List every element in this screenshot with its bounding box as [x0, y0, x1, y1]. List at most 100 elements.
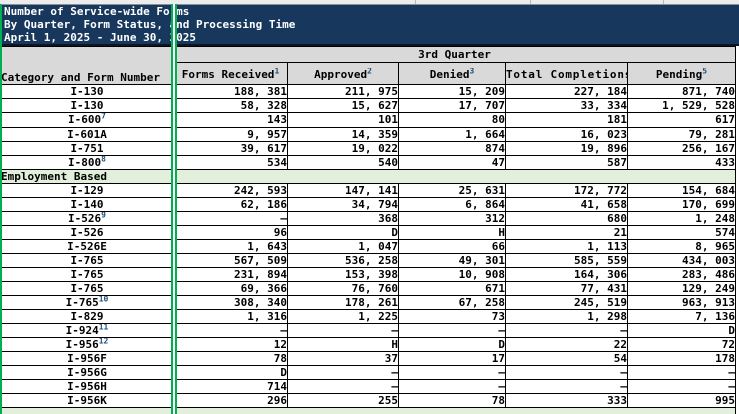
value-cell[interactable]: D [398, 337, 506, 353]
value-cell[interactable]: 567, 509 [173, 253, 288, 269]
form-number-cell[interactable]: I-956G [0, 365, 174, 381]
form-number-cell[interactable]: I-140 [0, 197, 174, 213]
value-cell[interactable]: 58, 328 [173, 98, 288, 114]
value-cell[interactable]: 33, 334 [505, 98, 628, 114]
value-cell[interactable]: 256, 167 [626, 140, 737, 156]
value-cell[interactable]: 69, 366 [173, 281, 288, 297]
value-cell[interactable]: 143 [173, 112, 288, 128]
value-cell[interactable]: 534 [173, 154, 288, 171]
form-number-cell[interactable]: I-765 [0, 253, 174, 269]
form-number-cell[interactable]: I-765 [0, 267, 174, 283]
form-number-cell[interactable]: I-6007 [0, 112, 174, 128]
form-number-cell[interactable]: I-130 [0, 83, 174, 100]
form-number-cell[interactable]: I-601A [0, 126, 174, 142]
form-number-cell[interactable]: I-5269 [0, 211, 174, 227]
value-cell[interactable]: 714 [173, 379, 288, 395]
form-number-cell[interactable]: I-8008 [0, 154, 174, 171]
form-number-cell[interactable]: I-95612 [0, 337, 174, 353]
next-category-partial-cell[interactable] [0, 407, 737, 414]
report-title-cell[interactable]: Number of Service-wide Forms By Quarter,… [0, 4, 739, 46]
value-cell[interactable]: – [173, 211, 288, 227]
value-cell[interactable]: 368 [287, 211, 399, 227]
value-cell[interactable]: – [173, 323, 288, 339]
value-cell[interactable]: D [287, 225, 399, 241]
value-cell[interactable]: 164, 306 [505, 267, 628, 283]
value-cell[interactable]: 574 [626, 225, 737, 241]
value-cell[interactable]: 147, 141 [287, 183, 399, 199]
value-cell[interactable]: 312 [398, 211, 506, 227]
value-cell[interactable]: 188, 381 [173, 83, 288, 100]
value-cell[interactable]: 79, 281 [626, 126, 737, 142]
value-cell[interactable]: 21 [505, 225, 628, 241]
value-cell[interactable]: – [287, 323, 399, 339]
value-cell[interactable]: 178, 261 [287, 295, 399, 311]
value-cell[interactable]: 17 [398, 351, 506, 367]
value-cell[interactable]: 9, 957 [173, 126, 288, 142]
value-cell[interactable]: 19, 022 [287, 140, 399, 156]
value-cell[interactable]: 129, 249 [626, 281, 737, 297]
form-number-cell[interactable]: I-76510 [0, 295, 174, 311]
value-cell[interactable]: 25, 631 [398, 183, 506, 199]
value-cell[interactable]: 101 [287, 112, 399, 128]
value-cell[interactable]: D [173, 365, 288, 381]
form-number-cell[interactable]: I-526E [0, 239, 174, 255]
form-number-cell[interactable]: I-765 [0, 281, 174, 297]
value-cell[interactable]: 211, 975 [287, 83, 399, 100]
value-cell[interactable]: 995 [626, 393, 737, 409]
value-cell[interactable]: 54 [505, 351, 628, 367]
form-number-cell[interactable]: I-129 [0, 183, 174, 199]
value-cell[interactable]: 67, 258 [398, 295, 506, 311]
value-cell[interactable]: – [287, 379, 399, 395]
form-number-cell[interactable]: I-130 [0, 98, 174, 114]
value-cell[interactable]: 22 [505, 337, 628, 353]
value-cell[interactable]: – [505, 323, 628, 339]
value-cell[interactable]: 80 [398, 112, 506, 128]
value-cell[interactable]: 1, 225 [287, 309, 399, 325]
value-cell[interactable]: 227, 184 [505, 83, 628, 100]
value-cell[interactable]: 1, 113 [505, 239, 628, 255]
value-cell[interactable]: 10, 908 [398, 267, 506, 283]
form-number-cell[interactable]: I-829 [0, 309, 174, 325]
value-cell[interactable]: 15, 209 [398, 83, 506, 100]
value-cell[interactable]: 1, 316 [173, 309, 288, 325]
value-cell[interactable]: 255 [287, 393, 399, 409]
value-cell[interactable]: 78 [398, 393, 506, 409]
value-cell[interactable]: 62, 186 [173, 197, 288, 213]
value-cell[interactable]: – [287, 365, 399, 381]
pane-split-handle[interactable] [171, 4, 177, 414]
value-cell[interactable]: 540 [287, 154, 399, 171]
value-cell[interactable]: 153, 398 [287, 267, 399, 283]
quarter-header-cell[interactable]: 3rd Quarter [172, 46, 737, 63]
form-number-cell[interactable]: I-92411 [0, 323, 174, 339]
value-cell[interactable]: 17, 707 [398, 98, 506, 114]
value-cell[interactable]: 49, 301 [398, 253, 506, 269]
form-number-cell[interactable]: I-751 [0, 140, 174, 156]
value-cell[interactable]: 154, 684 [626, 183, 737, 199]
value-cell[interactable]: 16, 023 [505, 126, 628, 142]
value-cell[interactable]: 181 [505, 112, 628, 128]
value-cell[interactable]: 874 [398, 140, 506, 156]
value-cell[interactable]: 587 [505, 154, 628, 171]
total-completions-header-cell[interactable]: Total Completions4 [505, 62, 628, 85]
value-cell[interactable]: H [398, 225, 506, 241]
forms-received-header-cell[interactable]: Forms Received1 [173, 62, 288, 85]
value-cell[interactable]: 76, 760 [287, 281, 399, 297]
value-cell[interactable]: 47 [398, 154, 506, 171]
form-number-cell[interactable]: I-526 [0, 225, 174, 241]
value-cell[interactable]: 8, 965 [626, 239, 737, 255]
value-cell[interactable]: 96 [173, 225, 288, 241]
value-cell[interactable]: 296 [173, 393, 288, 409]
value-cell[interactable]: 433 [626, 154, 737, 171]
value-cell[interactable]: – [398, 323, 506, 339]
value-cell[interactable]: 66 [398, 239, 506, 255]
value-cell[interactable]: 1, 298 [505, 309, 628, 325]
value-cell[interactable]: – [626, 365, 737, 381]
value-cell[interactable]: 73 [398, 309, 506, 325]
approved-header-cell[interactable]: Approved2 [287, 62, 399, 85]
value-cell[interactable]: 1, 248 [626, 211, 737, 227]
value-cell[interactable]: 170, 699 [626, 197, 737, 213]
value-cell[interactable]: 585, 559 [505, 253, 628, 269]
value-cell[interactable]: 1, 529, 528 [626, 98, 737, 114]
category-cell[interactable]: Employment Based [0, 169, 737, 185]
value-cell[interactable]: 15, 627 [287, 98, 399, 114]
